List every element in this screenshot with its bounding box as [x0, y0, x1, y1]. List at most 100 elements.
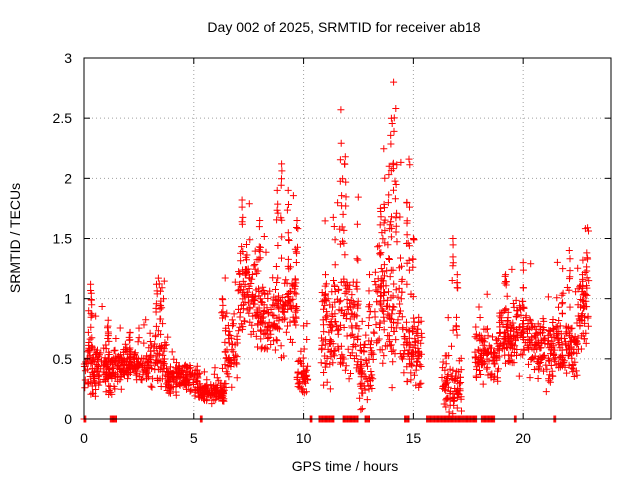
data-point — [152, 308, 160, 316]
data-point — [535, 355, 542, 363]
data-point — [404, 339, 412, 347]
data-point — [336, 156, 344, 164]
data-point — [392, 181, 400, 188]
data-point — [398, 288, 406, 296]
data-point — [577, 313, 585, 321]
data-point — [345, 286, 353, 294]
data-point — [294, 383, 302, 391]
data-point — [401, 347, 409, 355]
data-point — [267, 306, 275, 313]
data-point — [339, 210, 347, 218]
data-point — [398, 277, 406, 285]
data-point — [477, 335, 485, 343]
data-point — [572, 367, 580, 375]
data-point — [545, 327, 553, 334]
data-point — [91, 358, 99, 366]
data-point — [237, 257, 245, 265]
data-point — [360, 347, 368, 355]
data-point — [102, 373, 110, 381]
data-point — [380, 219, 388, 227]
data-point — [294, 243, 301, 251]
data-point — [502, 281, 510, 289]
data-point — [365, 314, 373, 322]
data-point — [337, 358, 345, 366]
data-point — [265, 318, 273, 326]
data-point — [294, 225, 302, 233]
data-point — [110, 347, 118, 355]
data-point — [583, 274, 591, 282]
data-point — [387, 233, 395, 241]
data-point — [152, 322, 160, 330]
data-point — [283, 206, 291, 214]
data-point — [418, 333, 426, 341]
data-point — [353, 255, 361, 263]
data-point — [379, 235, 387, 243]
data-point — [236, 323, 244, 331]
data-point — [526, 315, 534, 323]
data-point — [340, 226, 348, 234]
data-point — [105, 337, 113, 345]
data-point — [167, 370, 175, 378]
data-point — [148, 383, 156, 391]
data-point — [221, 348, 229, 356]
data-point — [360, 382, 368, 390]
data-point — [535, 364, 543, 372]
data-point — [219, 396, 227, 404]
data-point — [527, 260, 535, 268]
data-point — [558, 291, 566, 299]
data-point — [321, 296, 329, 304]
data-point — [85, 341, 93, 349]
data-point — [286, 318, 294, 326]
y-axis-label: SRMTID / TECUs — [7, 183, 23, 293]
x-tick-label: 15 — [406, 430, 422, 446]
data-point — [85, 348, 93, 356]
data-point — [574, 264, 582, 272]
data-point — [388, 120, 396, 127]
data-point — [291, 285, 299, 293]
data-point — [88, 364, 96, 372]
data-point — [289, 192, 297, 200]
data-point — [394, 316, 402, 324]
data-point — [542, 388, 550, 396]
data-point — [337, 342, 345, 350]
data-point — [563, 328, 571, 336]
data-point — [200, 368, 208, 376]
data-point — [334, 327, 342, 335]
data-point — [287, 263, 294, 271]
data-point — [87, 309, 95, 317]
data-point — [153, 356, 161, 364]
data-point — [348, 330, 356, 338]
chart-title: Day 002 of 2025, SRMTID for receiver ab1… — [207, 19, 480, 35]
data-point — [238, 243, 246, 251]
data-point — [338, 192, 346, 200]
data-point — [364, 377, 372, 385]
data-point — [219, 301, 227, 309]
data-point — [415, 349, 423, 357]
data-point — [411, 335, 419, 343]
data-point — [528, 344, 536, 352]
data-point — [249, 328, 257, 336]
data-point — [387, 323, 395, 331]
data-point — [548, 333, 556, 341]
data-point — [245, 274, 253, 282]
data-point — [367, 381, 374, 389]
data-point — [113, 362, 121, 370]
data-point — [385, 255, 393, 262]
data-point — [455, 390, 463, 398]
data-point — [405, 355, 413, 363]
data-point — [120, 346, 128, 354]
data-point — [554, 336, 562, 344]
data-point — [273, 279, 281, 286]
data-point — [555, 328, 563, 335]
data-point — [233, 374, 241, 382]
data-point — [348, 324, 356, 332]
data-point — [376, 319, 384, 327]
data-point — [284, 322, 291, 330]
data-point — [448, 342, 455, 350]
data-point — [504, 358, 512, 365]
data-point — [203, 395, 211, 403]
data-point — [264, 335, 272, 342]
data-point — [380, 145, 388, 153]
data-point — [278, 167, 286, 175]
data-point — [381, 227, 389, 235]
